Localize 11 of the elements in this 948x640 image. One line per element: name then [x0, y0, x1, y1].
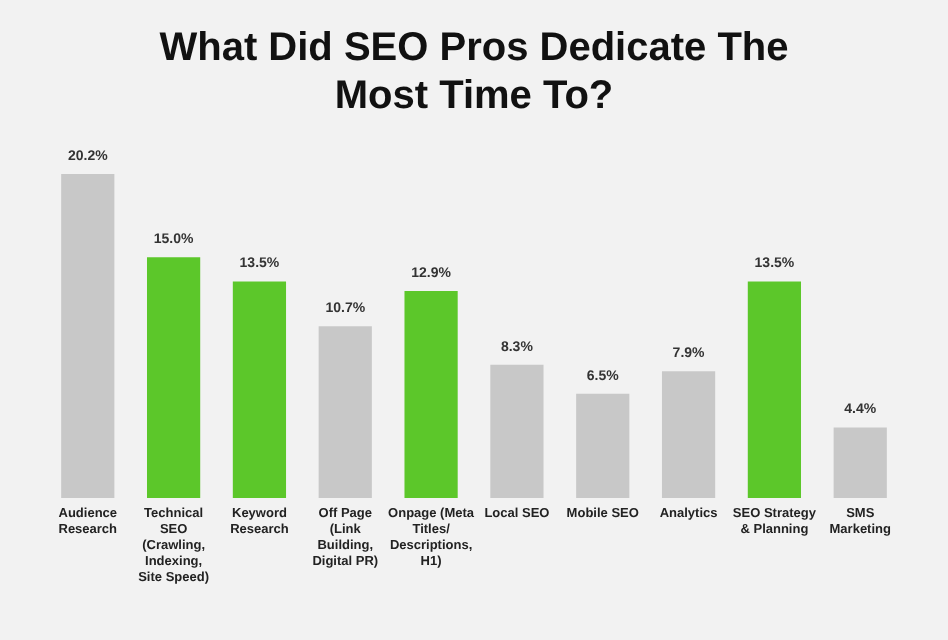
bar [146, 257, 201, 498]
bar [490, 364, 544, 498]
bar [747, 281, 802, 498]
bar [61, 173, 115, 498]
bar [404, 291, 458, 498]
bar [833, 427, 887, 498]
bar [318, 326, 372, 498]
bar [661, 371, 716, 498]
chart-title: What Did SEO Pros Dedicate The Most Time To? [159, 25, 789, 118]
bar [576, 393, 630, 498]
bar [232, 281, 287, 498]
